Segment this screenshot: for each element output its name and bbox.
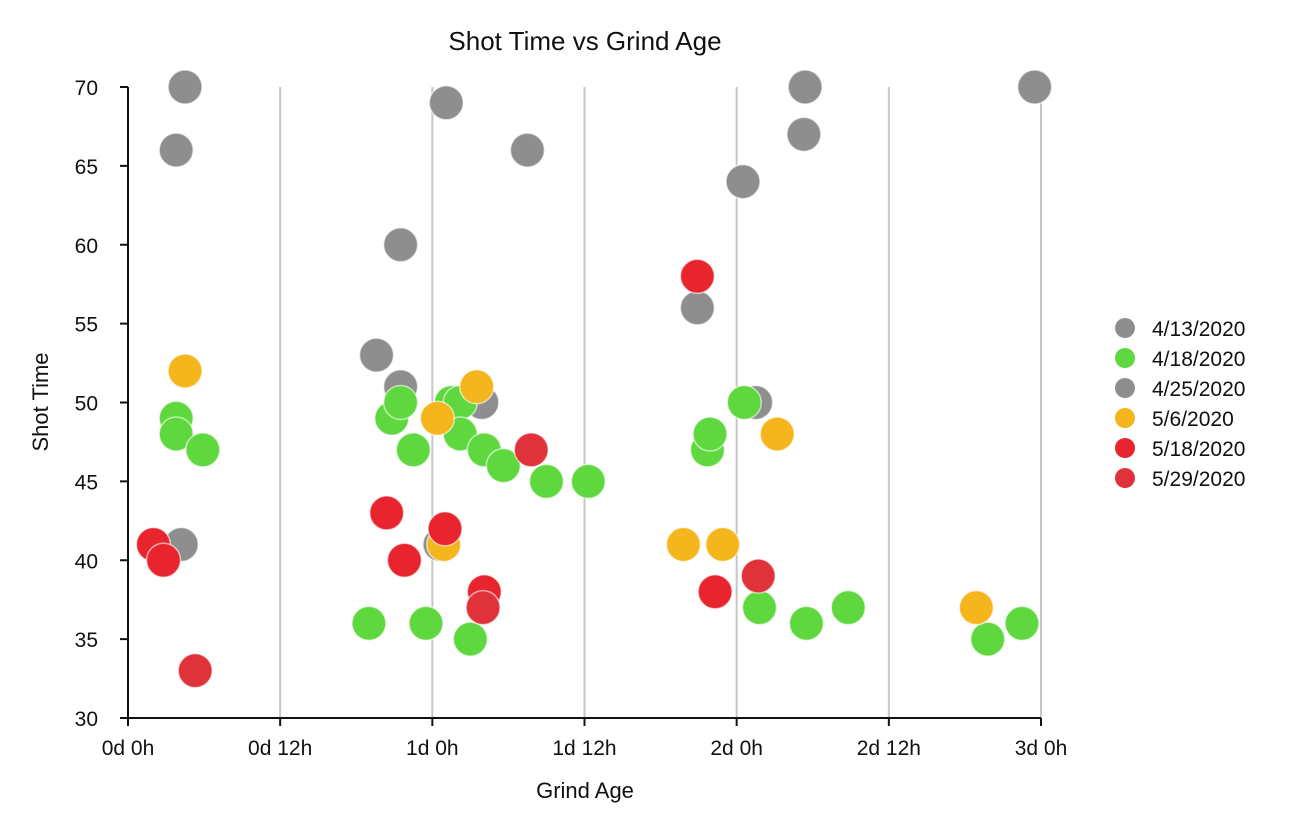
data-point: [958, 589, 995, 626]
data-point: [167, 69, 203, 105]
y-tick-label: 45: [75, 471, 98, 494]
series-1: [158, 384, 1040, 657]
data-point: [759, 416, 795, 452]
data-point: [704, 526, 741, 563]
legend-marker: [1115, 318, 1135, 338]
data-point: [395, 432, 432, 468]
legend-marker: [1115, 468, 1135, 488]
series-0: [158, 69, 1053, 563]
data-point: [408, 605, 444, 642]
data-point: [485, 447, 522, 484]
x-tick-label: 3d 0h: [1015, 737, 1068, 760]
data-point: [513, 432, 549, 468]
data-point: [368, 495, 405, 531]
y-tick-label: 60: [75, 235, 98, 258]
y-axis-label: Shot Time: [28, 352, 53, 451]
legend-label: 5/6/2020: [1152, 408, 1234, 431]
legend-label: 4/25/2020: [1152, 378, 1245, 401]
data-point: [427, 510, 463, 547]
x-tick-label: 1d 0h: [406, 737, 459, 760]
legend-marker: [1115, 378, 1135, 398]
data-point: [1004, 605, 1040, 642]
x-tick-label: 0d 0h: [102, 737, 155, 760]
data-point: [741, 589, 778, 626]
series-4: [135, 258, 733, 610]
data-point: [167, 353, 203, 389]
data-point: [788, 605, 825, 642]
data-point: [570, 463, 607, 500]
data-point: [145, 542, 182, 578]
data-point: [786, 116, 822, 153]
legend-marker: [1115, 348, 1135, 368]
chart-title: Shot Time vs Grind Age: [448, 26, 721, 56]
y-tick-label: 65: [75, 156, 98, 179]
data-point: [386, 542, 423, 578]
data-point: [452, 621, 489, 657]
x-tick-label: 2d 0h: [710, 737, 763, 760]
data-point: [692, 416, 728, 452]
y-tick-label: 70: [75, 77, 98, 100]
series-5: [177, 432, 776, 689]
y-tick-label: 55: [75, 314, 98, 337]
data-point: [528, 463, 565, 500]
data-points: [135, 69, 1053, 689]
x-tick-label: 0d 12h: [248, 737, 312, 760]
data-point: [428, 85, 465, 121]
legend-marker: [1115, 408, 1135, 428]
data-point: [679, 258, 716, 295]
legend-label: 5/29/2020: [1152, 468, 1245, 491]
legend-label: 4/13/2020: [1152, 318, 1245, 341]
data-point: [465, 589, 501, 626]
y-tick-label: 30: [75, 708, 98, 731]
legend: 4/13/2020 4/18/2020 4/25/2020 5/6/2020 5/18/…: [1115, 318, 1245, 491]
legend-marker: [1115, 438, 1135, 458]
data-point: [665, 526, 702, 563]
series-3: [167, 353, 995, 626]
data-point: [1016, 69, 1053, 105]
legend-label: 4/18/2020: [1152, 348, 1245, 371]
data-point: [382, 384, 419, 421]
data-point: [509, 132, 546, 168]
data-point: [830, 589, 867, 626]
data-point: [969, 621, 1006, 657]
data-point: [358, 337, 395, 373]
data-point: [158, 416, 194, 452]
data-point: [787, 69, 823, 105]
data-point: [725, 163, 761, 200]
data-point: [185, 432, 221, 468]
legend-label: 5/18/2020: [1152, 438, 1245, 461]
data-point: [158, 132, 194, 168]
x-tick-label: 2d 12h: [857, 737, 921, 760]
tick-labels: 0d 0h 0d 12h 1d 0h 1d 12h 2d 0h 2d 12h 3d 0h 30…: [75, 77, 1068, 760]
data-point: [458, 368, 495, 405]
y-tick-label: 50: [75, 393, 98, 416]
data-point: [382, 227, 419, 263]
y-tick-label: 35: [75, 629, 98, 652]
data-point: [726, 384, 763, 421]
data-point: [740, 558, 776, 594]
data-point: [419, 400, 456, 437]
data-point: [351, 605, 387, 642]
data-point: [679, 290, 716, 326]
y-tick-label: 40: [75, 550, 98, 573]
x-axis-label: Grind Age: [536, 778, 634, 803]
data-point: [177, 652, 213, 689]
data-point: [697, 574, 733, 610]
x-tick-label: 1d 12h: [552, 737, 616, 760]
